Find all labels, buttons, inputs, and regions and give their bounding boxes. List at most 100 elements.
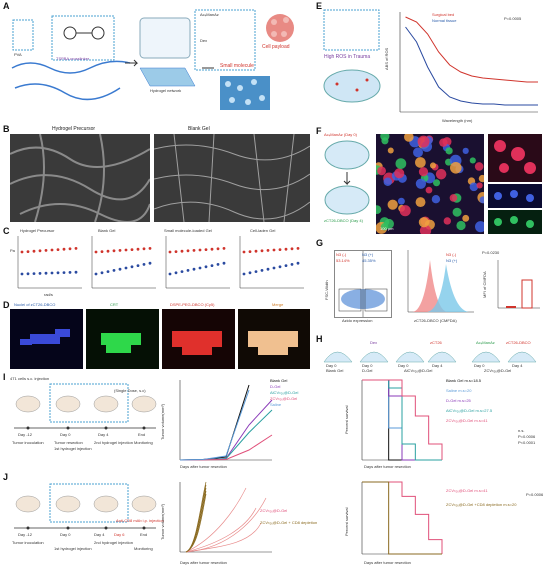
j-red-curve <box>185 487 247 553</box>
i-leg-5: Saline <box>270 402 282 407</box>
g-n3pos: N3 (+) <box>362 252 374 257</box>
c-point-g1 <box>38 249 42 253</box>
small-molecule-label: Small molecule <box>220 63 254 69</box>
j-tl-5: Monitoring <box>134 546 153 551</box>
panel-label-j: J <box>3 472 9 482</box>
panel-label-f: F <box>316 126 322 136</box>
j-p-value: P=0.0006 <box>526 492 544 497</box>
i-day-1: Day -12 <box>18 432 33 437</box>
c-point-g2 <box>186 269 190 272</box>
i-leg-2: D-Gel <box>270 384 281 389</box>
ac4manaz-label: Ac₄ManAz <box>200 12 219 17</box>
h-day-3: Day 0 <box>398 363 409 368</box>
g-p-value: P=0.0230 <box>482 250 500 255</box>
cell-dot <box>474 162 484 171</box>
c-point-g2 <box>56 271 60 275</box>
j-day-3: Day 4 <box>94 532 105 537</box>
c-point-g2 <box>32 272 36 275</box>
crosslinker-label: TSPBA crosslinker <box>56 56 90 61</box>
cell-dot <box>413 147 423 158</box>
c-point-g2 <box>198 266 202 270</box>
j-day-5: End <box>140 532 148 537</box>
h-ac4: Ac₄ManAz <box>476 340 495 345</box>
cell-dot <box>469 157 476 164</box>
sem-image-blank-gel <box>154 134 310 222</box>
c-point-g1 <box>32 249 36 253</box>
series-line-1 <box>405 26 538 106</box>
g-hist-neg: N3 (-) <box>446 252 457 257</box>
c-point-g1 <box>94 250 98 254</box>
c-title-1: Hydrogel Precursor <box>20 228 55 233</box>
c-point-g2 <box>254 270 258 273</box>
c-point-g2 <box>272 266 276 270</box>
j-day-1: Day -12 <box>18 532 33 537</box>
c-point-g2 <box>248 271 252 275</box>
i-leg-4: ZCVₕ₂₆@D-Gel <box>270 396 298 401</box>
c-point-g1 <box>192 249 196 252</box>
confocal-f-main <box>371 131 489 237</box>
cell-dot <box>417 135 430 148</box>
g-pct-pos: 45.35% <box>362 258 376 263</box>
c-point-g2 <box>62 271 66 274</box>
c-point-g2 <box>94 272 98 276</box>
legend-normal-tissue: Normal tissue <box>432 18 457 23</box>
c-point-g1 <box>74 247 78 250</box>
cell-dot <box>432 179 441 187</box>
confocal-f-green <box>488 210 542 234</box>
c-point-g1 <box>290 247 294 251</box>
cell-dot <box>431 195 441 204</box>
c-point-g2 <box>118 267 122 271</box>
j-surv-xlabel: Days after tumor resection <box>364 560 411 565</box>
cell-dot <box>415 178 427 189</box>
c-point-g1 <box>100 250 104 253</box>
h-day-6: Day 4 <box>512 363 523 368</box>
i-tl-4: 2nd hydrogel injection <box>94 440 133 445</box>
c-point-g1 <box>142 247 146 251</box>
confocal-dspe <box>162 309 235 369</box>
confocal-f-blue <box>488 184 542 208</box>
c-point-g1 <box>248 250 252 253</box>
cell-dot <box>418 217 430 228</box>
cell-dot <box>425 186 433 194</box>
c-point-g2 <box>50 271 54 275</box>
series-line-4 <box>179 389 250 461</box>
c-point-g2 <box>124 266 128 270</box>
panel-label-b: B <box>3 124 10 134</box>
cell-dot <box>439 138 448 147</box>
c-title-2: Blank Gel <box>98 228 116 233</box>
cell-dot <box>476 182 483 189</box>
flow-histogram <box>407 250 474 313</box>
panel-label-i: I <box>3 372 6 382</box>
c-point-g1 <box>26 250 30 253</box>
f-schematic <box>324 140 370 215</box>
j-red-curve <box>185 497 267 553</box>
i-stat-1: n.s. <box>518 428 525 433</box>
series-line-0 <box>362 481 443 554</box>
c-point-g2 <box>38 272 42 275</box>
c-point-g1 <box>174 250 178 253</box>
c-point-g1 <box>254 249 258 253</box>
c-point-g1 <box>62 247 66 251</box>
c-xlabel: rad/s <box>44 292 53 297</box>
schematic-a <box>11 9 294 110</box>
cell-dot <box>456 220 466 231</box>
panel-label-a: A <box>3 1 10 11</box>
h-ct26dbco: zCT26-DBCO <box>506 340 531 345</box>
e-inset-p: P=0.0005 <box>504 16 522 21</box>
panel-d: Nuclei of zCT26-DBCO CRT DSPE-PEG-DBCO (… <box>10 302 310 370</box>
cell-dot <box>449 194 458 202</box>
j-tl-4: Anti-CD8 mAb i.p. injection <box>116 518 164 523</box>
c-point-g2 <box>242 272 246 276</box>
c-point-g2 <box>168 272 172 276</box>
h-zct26: zCT26 <box>430 340 442 345</box>
series-line-0 <box>405 16 538 83</box>
c-point-g2 <box>106 270 110 273</box>
g-xlabel: Azido expression <box>342 318 373 323</box>
c-point-g1 <box>204 248 208 251</box>
i-stat-2: P=0.0006 <box>518 434 536 439</box>
c-point-g1 <box>130 248 134 251</box>
chart-c <box>17 236 304 289</box>
j-sleg-2: ZCVₕ₂₆@D-Gel +CD8 depletion m.s=20 <box>446 502 517 507</box>
c-point-g1 <box>124 248 128 252</box>
cell-dot <box>469 182 479 192</box>
